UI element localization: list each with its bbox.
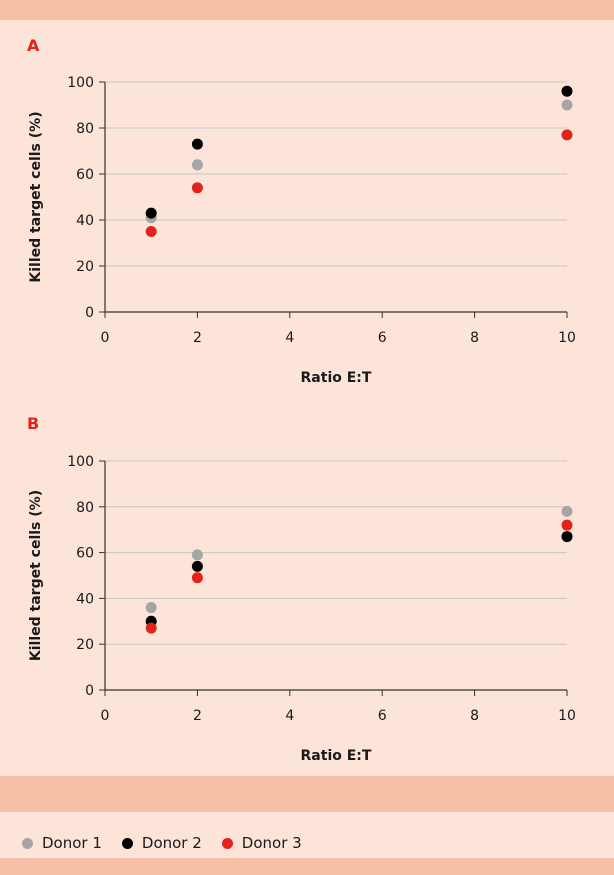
chart-a-point-donor-3-x2 — [191, 182, 203, 194]
chart-a-xtick-label-8: 8 — [470, 330, 479, 346]
legend-label-donor-3: Donor 3 — [241, 834, 302, 852]
chart-b-point-donor-3-x1 — [145, 622, 157, 634]
legend-label-donor-1: Donor 1 — [42, 834, 102, 852]
chart-a: 0 20 40 60 80 100 0 2 4 6 8 10 Ratio E:T Killed targe… — [28, 75, 576, 386]
legend-label-donor-2: Donor 2 — [141, 834, 202, 852]
chart-b-point-donor-2-x10 — [561, 531, 573, 543]
top-band — [0, 0, 614, 20]
chart-a-point-donor-1-x10 — [561, 99, 573, 111]
chart-b: 0 20 40 60 80 100 0 2 4 6 8 10 Ratio E:T Killed targe… — [28, 454, 576, 764]
chart-b-point-donor-1-x10 — [561, 505, 573, 517]
chart-b-point-donor-3-x10 — [561, 519, 573, 531]
chart-b-y-axis-label: Killed target cells (%) — [28, 490, 44, 661]
chart-a-ytick-label-20: 20 — [76, 259, 94, 275]
chart-b-xtick-label-2: 2 — [193, 708, 202, 724]
chart-a-y-axis-label: Killed target cells (%) — [28, 111, 44, 282]
legend: Donor 1 Donor 2 Donor 3 — [22, 832, 322, 854]
chart-a-xtick-label-4: 4 — [285, 330, 294, 346]
chart-a-point-donor-3-x10 — [561, 129, 573, 141]
chart-b-xtick-label-10: 10 — [558, 708, 576, 724]
chart-b-ytick-label-20: 20 — [76, 637, 94, 653]
chart-a-xtick-label-2: 2 — [193, 330, 202, 346]
panel-a-label: A — [27, 36, 40, 55]
chart-b-point-donor-1-x1 — [145, 602, 157, 614]
chart-b-ytick-label-80: 80 — [76, 500, 94, 516]
chart-b-ytick-label-60: 60 — [76, 546, 94, 562]
chart-b-point-donor-2-x2 — [191, 560, 203, 572]
legend-marker-donor-3 — [221, 837, 233, 849]
chart-b-ytick-label-100: 100 — [67, 454, 94, 470]
chart-b-ytick-label-0: 0 — [85, 683, 94, 699]
chart-a-point-donor-1-x2 — [191, 159, 203, 171]
legend-marker-donor-1 — [22, 837, 33, 849]
chart-b-ytick-label-40: 40 — [76, 591, 94, 607]
chart-a-ytick-label-60: 60 — [76, 167, 94, 183]
chart-a-ytick-label-0: 0 — [85, 305, 94, 321]
chart-b-point-donor-1-x2 — [191, 549, 203, 561]
bottom-band — [0, 858, 614, 875]
chart-a-xtick-label-0: 0 — [101, 330, 110, 346]
chart-b-point-donor-3-x2 — [191, 572, 203, 584]
chart-b-xtick-label-4: 4 — [285, 708, 294, 724]
chart-a-point-donor-2-x2 — [191, 138, 203, 150]
legend-item-donor-3: Donor 3 — [221, 834, 302, 852]
middle-band — [0, 776, 614, 812]
legend-item-donor-2: Donor 2 — [121, 834, 202, 852]
chart-b-xtick-label-6: 6 — [378, 708, 387, 724]
chart-b-xtick-label-8: 8 — [470, 708, 479, 724]
chart-a-ytick-label-80: 80 — [76, 121, 94, 137]
chart-b-xtick-label-0: 0 — [101, 708, 110, 724]
chart-a-ytick-label-100: 100 — [67, 75, 94, 91]
chart-a-xtick-label-10: 10 — [558, 330, 576, 346]
legend-item-donor-1: Donor 1 — [22, 834, 102, 852]
chart-a-ytick-label-40: 40 — [76, 213, 94, 229]
chart-a-x-axis-label: Ratio E:T — [301, 370, 372, 386]
panel-b-label: B — [27, 414, 40, 433]
chart-a-point-donor-2-x1 — [145, 207, 157, 219]
legend-marker-donor-2 — [121, 837, 133, 849]
chart-a-point-donor-3-x1 — [145, 226, 157, 237]
chart-a-xtick-label-6: 6 — [378, 330, 387, 346]
chart-b-x-axis-label: Ratio E:T — [301, 748, 372, 764]
chart-a-point-donor-2-x10 — [561, 85, 573, 97]
